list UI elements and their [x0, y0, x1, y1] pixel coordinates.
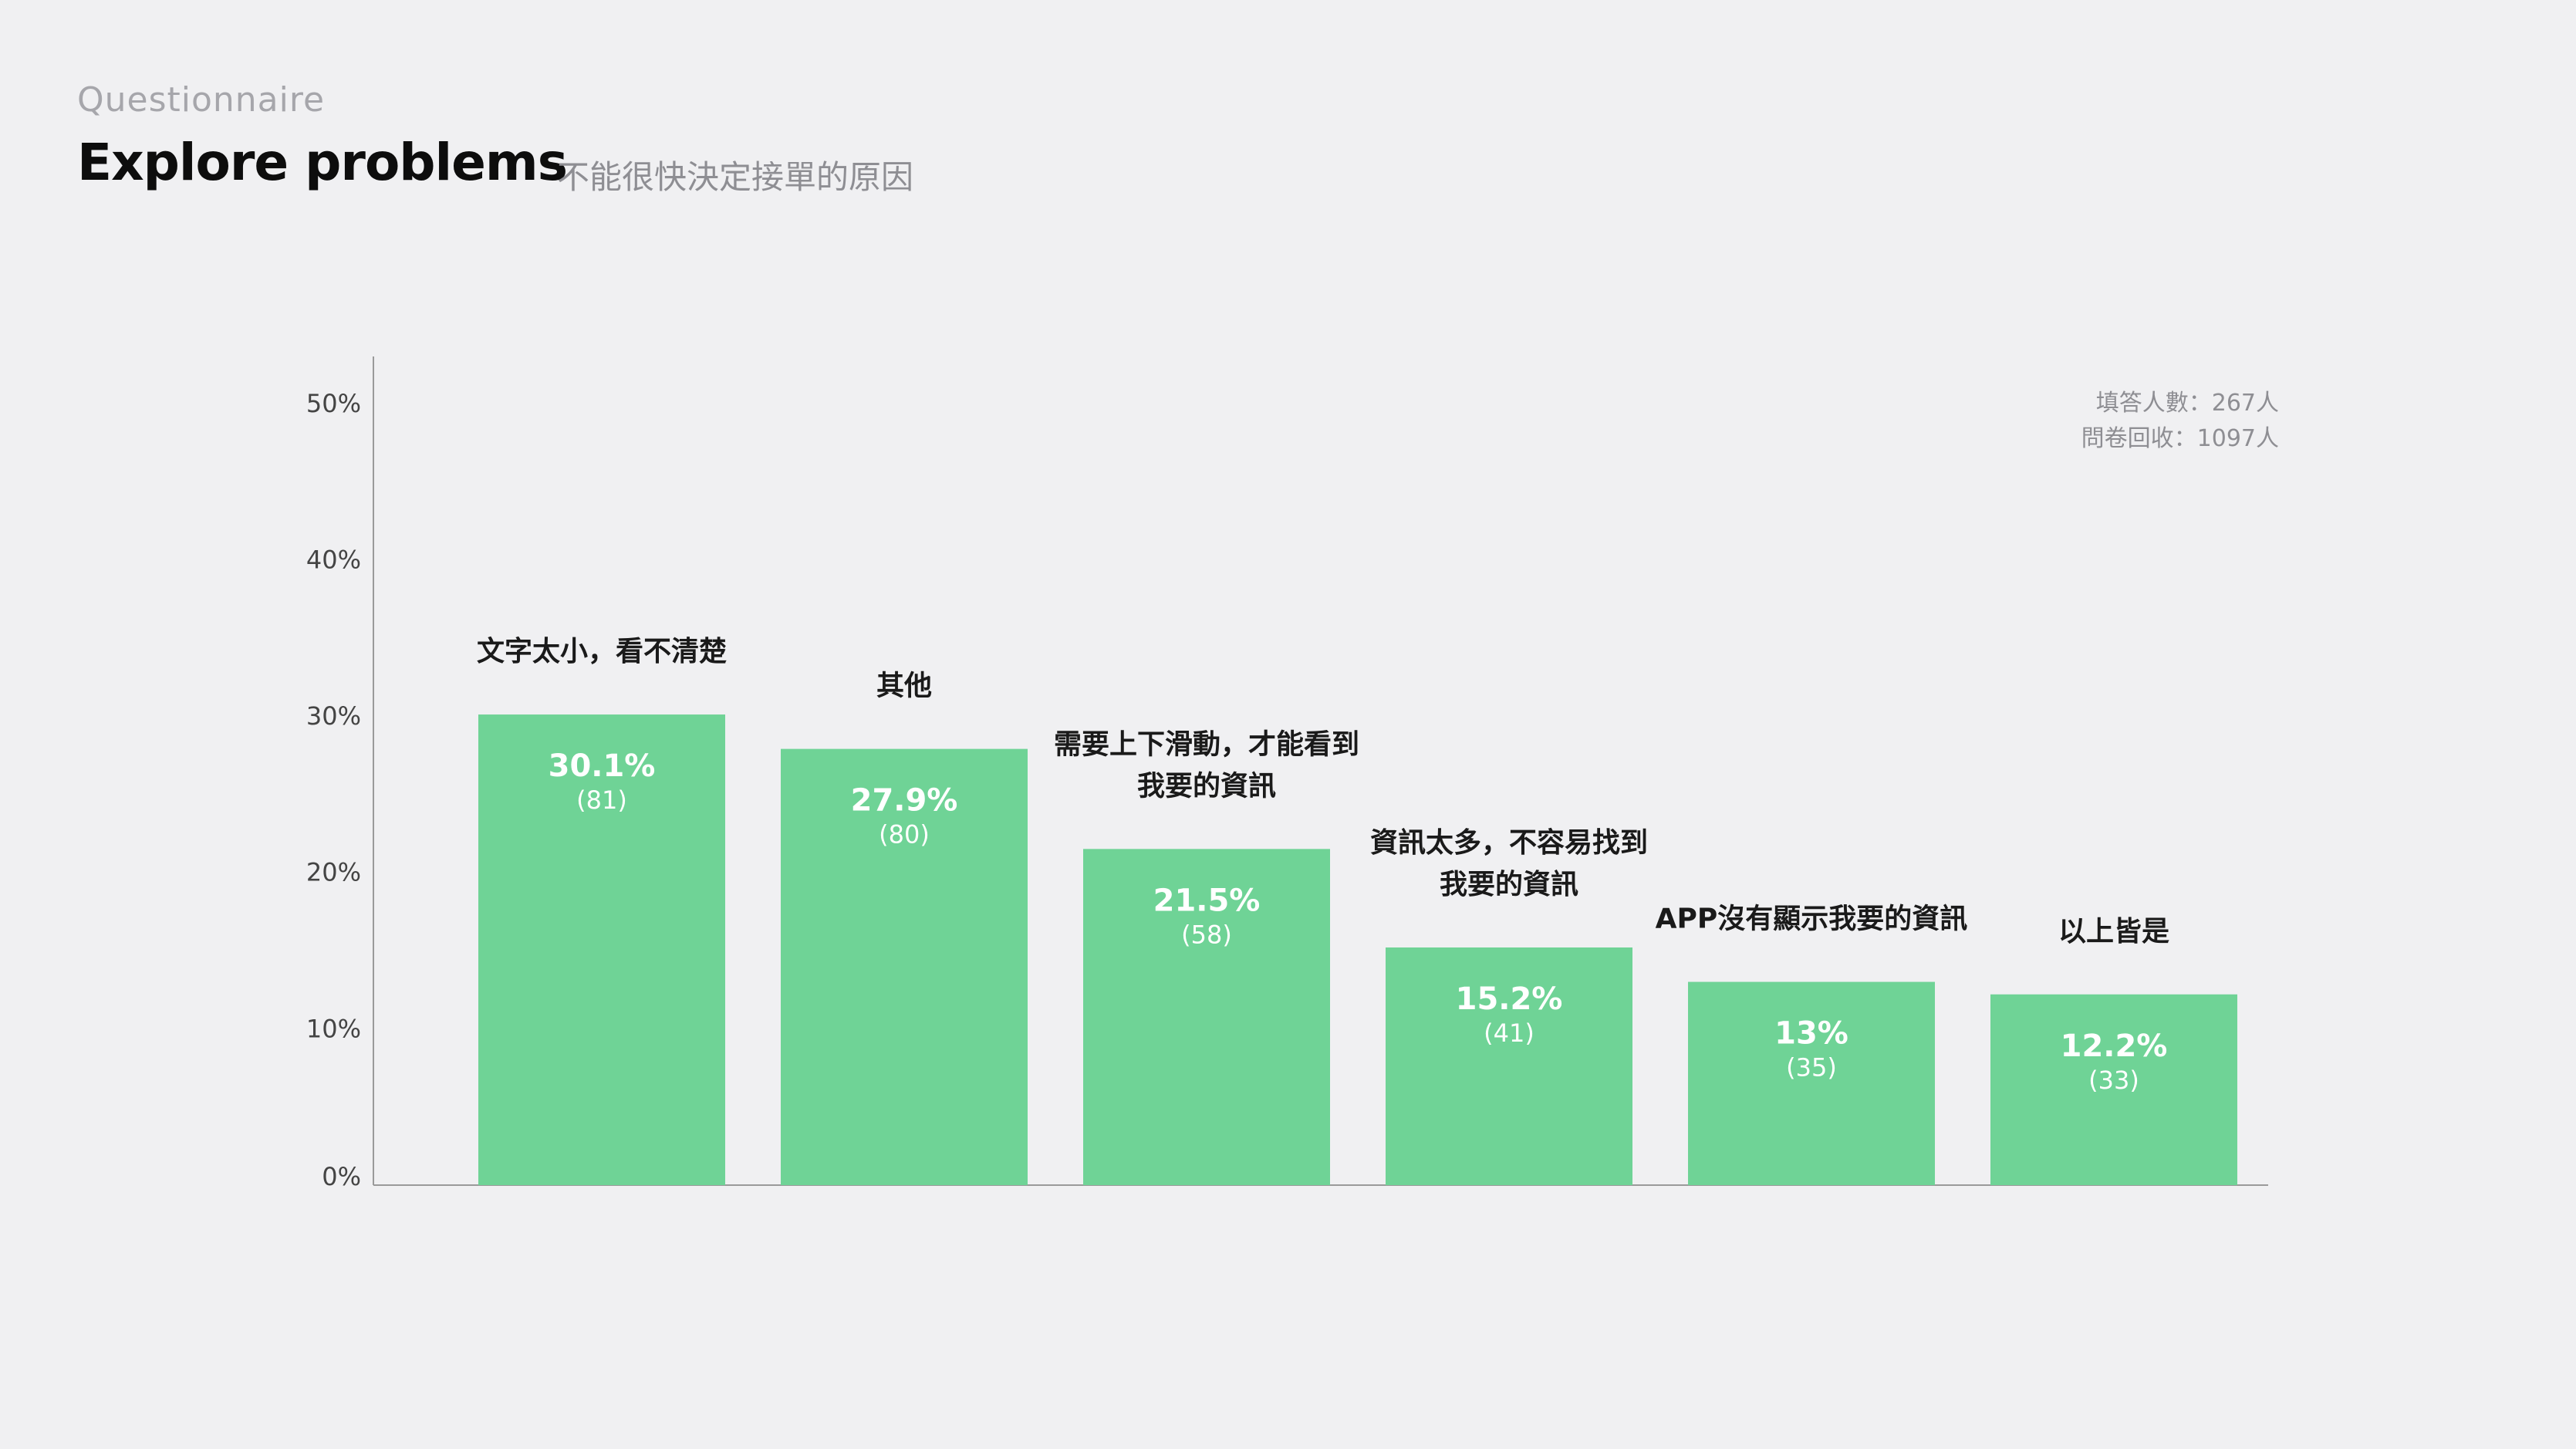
bar-value-label: 27.9%	[851, 783, 958, 819]
eyebrow-label: Questionnaire	[77, 80, 326, 120]
bar-count-label: (80)	[879, 820, 930, 849]
bar-value-label: 13%	[1774, 1016, 1848, 1052]
category-label: 我要的資訊	[1440, 869, 1578, 900]
y-tick-label: 0%	[322, 1162, 361, 1191]
bar-count-label: (81)	[576, 785, 627, 815]
bar-count-label: (41)	[1484, 1018, 1534, 1048]
bar	[1083, 849, 1330, 1185]
page-title: Explore problems	[77, 133, 568, 192]
category-label: 文字太小，看不清楚	[477, 636, 727, 667]
bar	[478, 714, 725, 1185]
respondents-count: 填答人數：267人	[2095, 390, 2279, 417]
category-label: 我要的資訊	[1137, 770, 1276, 802]
y-tick-label: 10%	[306, 1014, 361, 1043]
category-label: 其他	[876, 670, 932, 702]
page-subtitle: 不能很快決定接單的原因	[557, 158, 914, 196]
bar-count-label: (35)	[1786, 1053, 1837, 1083]
survey-meta: 填答人數：267人 問卷回收：1097人	[2081, 386, 2279, 457]
bar-count-label: (33)	[2088, 1066, 2139, 1095]
bar	[781, 748, 1028, 1185]
bar-value-label: 30.1%	[549, 748, 656, 784]
bar	[1386, 947, 1632, 1185]
bars: 30.1%(81) 文字太小，看不清楚 27.9%(80) 其他 21.5%(58) 需要…	[477, 636, 2237, 1185]
bar-count-label: (58)	[1181, 920, 1232, 949]
bar-value-label: 12.2%	[2061, 1028, 2168, 1064]
bar-value-label: 21.5%	[1153, 883, 1261, 918]
category-label: APP沒有顯示我要的資訊	[1656, 904, 1968, 935]
bar	[1990, 994, 2237, 1185]
y-tick-label: 20%	[306, 858, 361, 887]
y-tick-label: 50%	[306, 389, 361, 418]
category-label: 資訊太多，不容易找到	[1370, 827, 1648, 859]
category-label: 以上皆是	[2058, 916, 2169, 947]
bar-value-label: 15.2%	[1456, 981, 1563, 1017]
category-label: 需要上下滑動，才能看到	[1054, 728, 1359, 760]
bar	[1688, 981, 1935, 1185]
responses-count: 問卷回收：1097人	[2081, 425, 2279, 452]
y-tick-label: 40%	[306, 545, 361, 574]
y-tick-label: 30%	[306, 701, 361, 731]
